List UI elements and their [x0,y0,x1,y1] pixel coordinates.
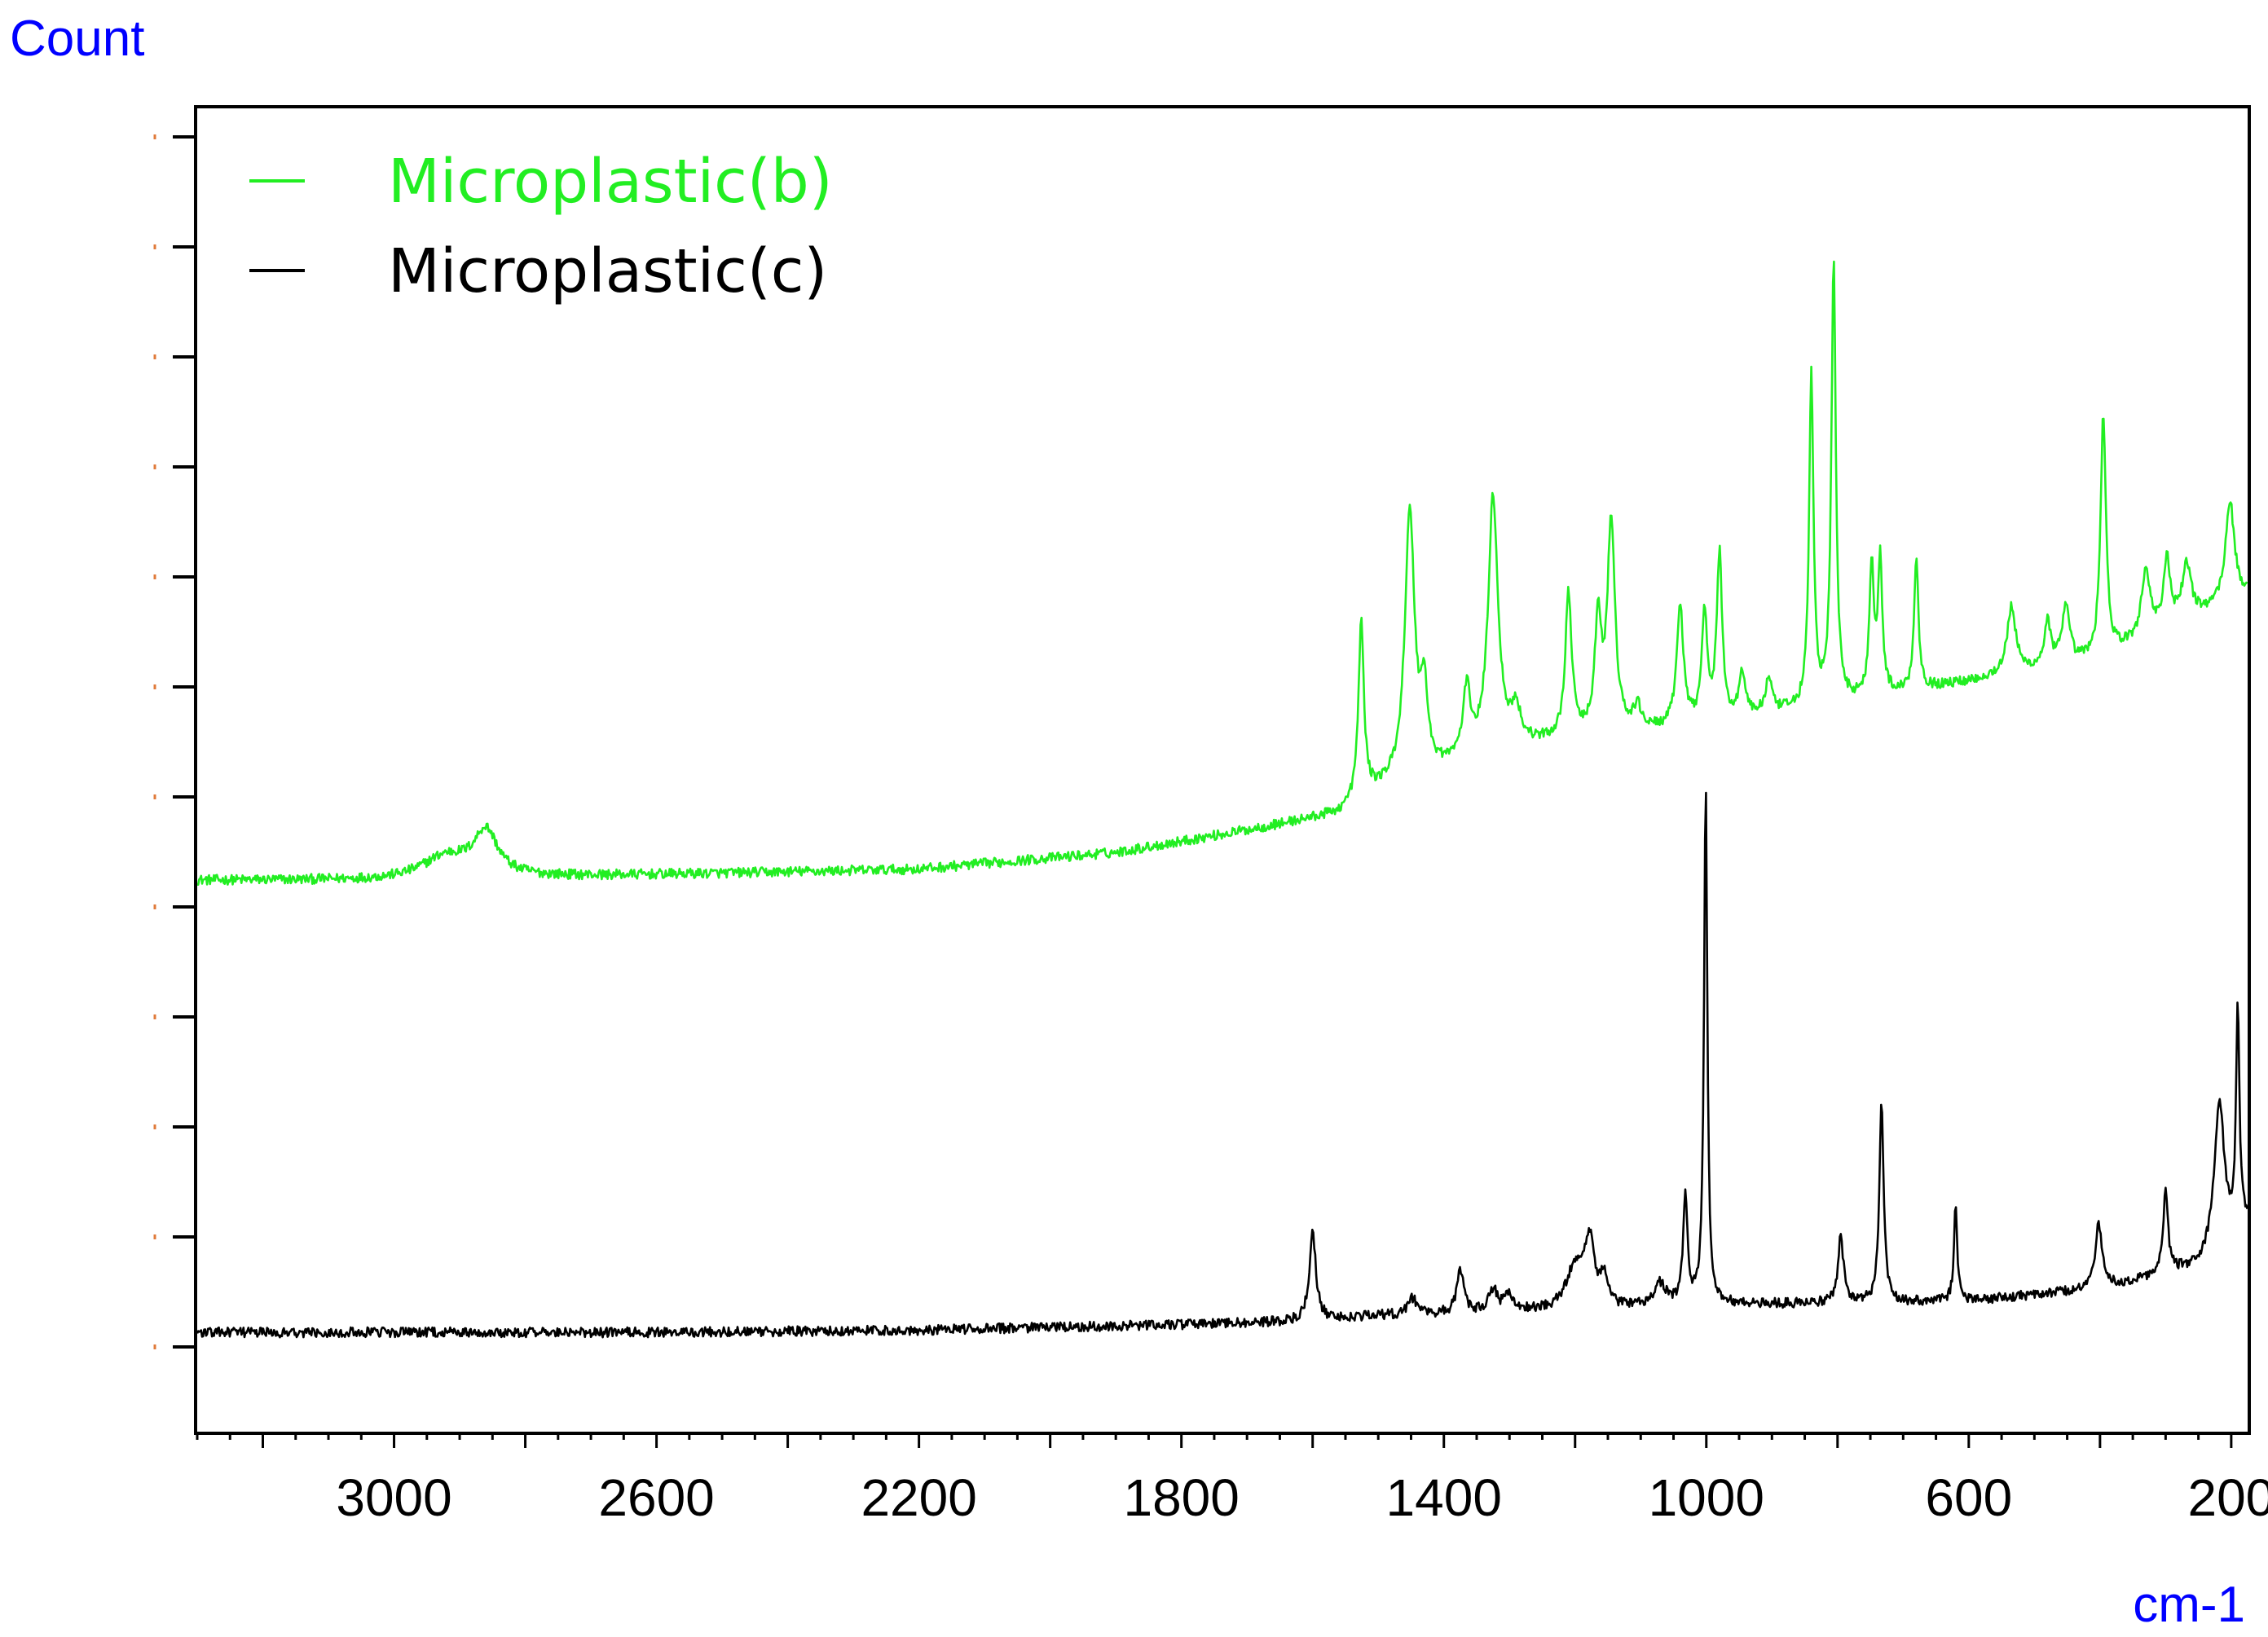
series-line-microplastic-c [196,791,2248,1339]
x-tick-label: 1800 [1123,1468,1239,1527]
legend-label-microplastic-c: Microplastic(c) [388,236,827,306]
series-line-microplastic-b [196,260,2248,886]
y-axis-title: Count [10,11,144,67]
x-tick-label: 2600 [598,1468,714,1527]
legend: Microplastic(b) Microplastic(c) [249,147,833,306]
series-layer [196,260,2248,1339]
y-axis-ticks [153,134,196,1349]
x-tick-label: 3000 [336,1468,451,1527]
x-tick-label: 600 [1925,1468,2012,1527]
plot-frame [194,105,2251,1435]
legend-label-microplastic-b: Microplastic(b) [388,147,833,217]
x-tick-label: 200 [2187,1468,2268,1527]
x-tick-label: 2200 [861,1468,976,1527]
x-tick-label: 1400 [1386,1468,1502,1527]
x-axis-tick-labels: 3000 2600 2200 1800 1400 1000 600 200 [336,1468,2268,1527]
x-tick-label: 1000 [1649,1468,1764,1527]
x-axis-title: cm-1 [2133,1577,2245,1633]
